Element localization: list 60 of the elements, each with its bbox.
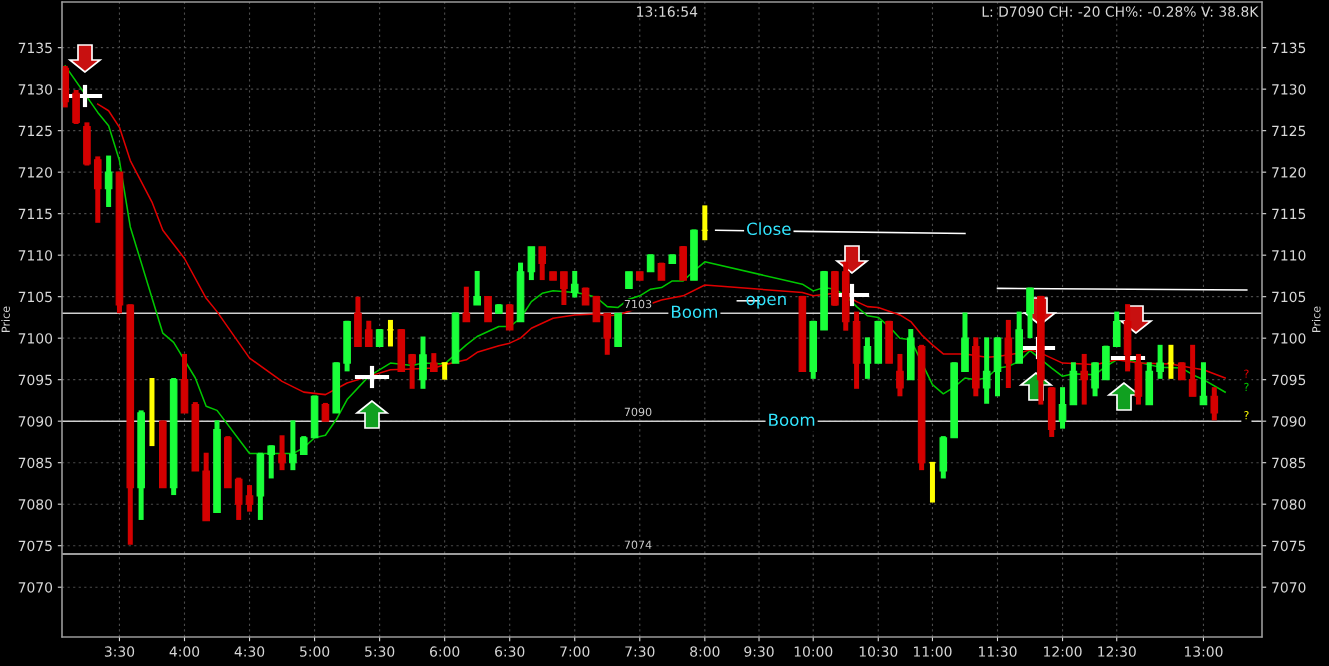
annotation: L: D7090 CH: -20 CH%: -0.28% V: 38.8K xyxy=(982,6,1259,17)
y2-tick-label: 7090 xyxy=(1272,416,1306,427)
x-tick-label: 11:00 xyxy=(913,646,952,657)
y2-tick-label: 7095 xyxy=(1272,374,1306,386)
x-tick-label: 8:00 xyxy=(690,646,720,657)
y2-tick-label: 7115 xyxy=(1272,208,1306,220)
x-tick-label: 9:30 xyxy=(744,646,774,657)
y2-tick-label: 7085 xyxy=(1272,457,1306,469)
x-tick-label: 7:00 xyxy=(560,646,590,657)
annotation: ? xyxy=(1244,382,1249,392)
annotation: Boom xyxy=(769,413,815,427)
y-tick-label: 7120 xyxy=(18,167,53,178)
x-tick-label: 5:00 xyxy=(300,646,330,657)
y2-axis-title: Price xyxy=(1311,306,1321,332)
y2-tick-label: 7080 xyxy=(1272,499,1306,510)
x-tick-label: 6:30 xyxy=(495,646,525,657)
y2-tick-label: 7100 xyxy=(1272,333,1306,344)
y-tick-label: 7090 xyxy=(18,416,53,427)
y2-tick-label: 7130 xyxy=(1272,84,1306,95)
y-tick-label: 7075 xyxy=(18,540,52,552)
y-tick-label: 7110 xyxy=(18,250,53,261)
x-tick-label: 4:30 xyxy=(234,646,265,657)
annotation: ? xyxy=(1244,369,1249,378)
y-tick-label: 7130 xyxy=(18,84,53,95)
annotation: 13:16:54 xyxy=(637,6,698,17)
ref-line-label: 7074 xyxy=(624,540,652,549)
y-tick-label: 7085 xyxy=(18,457,52,469)
y-tick-label: 7125 xyxy=(18,125,52,137)
x-tick-label: 6:00 xyxy=(430,646,460,657)
y-tick-label: 7080 xyxy=(18,499,53,510)
x-tick-label: 13:00 xyxy=(1184,646,1223,657)
x-tick-label: 3:30 xyxy=(104,646,135,657)
y-tick-label: 7105 xyxy=(18,291,52,303)
y-tick-label: 7095 xyxy=(18,374,52,386)
ref-line-label: 7103 xyxy=(624,299,652,309)
y-tick-label: 7135 xyxy=(18,42,52,54)
x-tick-label: 10:30 xyxy=(859,646,898,657)
x-tick-label: 5:30 xyxy=(365,646,395,657)
y-axis-title: Price xyxy=(1,306,10,332)
y-tick-label: 7115 xyxy=(18,208,52,220)
annotation: open xyxy=(746,295,786,309)
y2-tick-label: 7105 xyxy=(1272,291,1306,303)
annotation: Boom xyxy=(672,305,718,319)
x-tick-label: 12:00 xyxy=(1044,646,1082,657)
y-tick-label: 7100 xyxy=(18,333,53,344)
y2-tick-label: 7110 xyxy=(1272,250,1306,261)
ref-line-label: 7090 xyxy=(624,407,652,417)
x-tick-label: 11:30 xyxy=(979,646,1017,657)
x-tick-label: 4:00 xyxy=(169,646,200,657)
annotation: ? xyxy=(1244,411,1249,420)
y2-tick-label: 7070 xyxy=(1272,582,1306,593)
annotation: Close xyxy=(747,222,791,236)
x-tick-label: 10:00 xyxy=(794,646,833,657)
y2-tick-label: 7135 xyxy=(1272,42,1306,54)
y2-tick-label: 7075 xyxy=(1272,540,1306,552)
y2-tick-label: 7125 xyxy=(1272,125,1306,137)
x-tick-label: 12:30 xyxy=(1098,646,1136,657)
y-tick-label: 7070 xyxy=(18,582,53,593)
y2-tick-label: 7120 xyxy=(1272,167,1306,178)
x-tick-label: 7:30 xyxy=(625,646,655,657)
